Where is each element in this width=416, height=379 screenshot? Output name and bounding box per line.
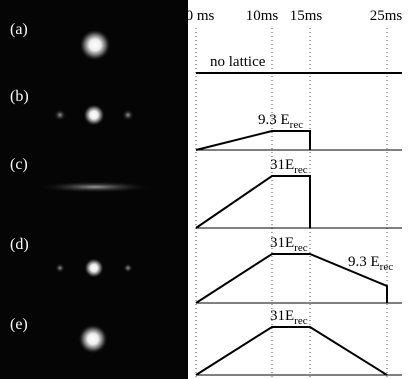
annotation-text: 31E xyxy=(270,235,294,251)
side-peak xyxy=(122,109,134,121)
atom-cloud xyxy=(83,104,105,126)
atom-cloud xyxy=(37,181,153,193)
atom-cloud xyxy=(79,29,111,61)
waveform xyxy=(196,176,310,228)
waveform xyxy=(196,131,310,150)
annotation-text: 31E xyxy=(270,308,294,324)
annotation: 31Erec xyxy=(270,157,308,176)
waveform xyxy=(196,327,387,375)
panel-label: (e) xyxy=(10,316,28,333)
annotation: no lattice xyxy=(210,54,266,70)
annotation-sub: rec xyxy=(294,242,308,254)
annotation-text: 9.3 E xyxy=(348,254,380,270)
annotation-sub: rec xyxy=(294,164,308,176)
time-label: 0 ms xyxy=(186,8,215,24)
page: (a) (b) (c) (d) (e) 0 ms 10ms 15ms 25ms … xyxy=(0,0,416,379)
panel-label: (a) xyxy=(10,21,28,38)
annotation-sub: rec xyxy=(294,315,308,327)
time-label: 25ms xyxy=(370,8,403,24)
panel-label: (b) xyxy=(10,88,29,105)
side-peak xyxy=(123,263,133,273)
annotation: 9.3 Erec xyxy=(258,112,303,131)
side-peak xyxy=(55,263,65,273)
annotation-text: 9.3 E xyxy=(258,112,290,128)
annotation: 9.3 Erec xyxy=(348,254,393,273)
time-label: 10ms xyxy=(246,8,279,24)
annotation-sub: rec xyxy=(380,261,394,273)
figure: (a) (b) (c) (d) (e) 0 ms 10ms 15ms 25ms … xyxy=(0,0,416,379)
atom-cloud xyxy=(84,258,104,278)
annotation-text: 31E xyxy=(270,157,294,173)
annotation: 31Erec xyxy=(270,235,308,254)
side-peak xyxy=(54,109,66,121)
annotation-sub: rec xyxy=(290,119,304,131)
panel-label: (c) xyxy=(10,156,28,173)
annotation: 31Erec xyxy=(270,308,308,327)
panel-label: (d) xyxy=(10,236,29,253)
time-label: 15ms xyxy=(290,8,323,24)
atom-cloud xyxy=(78,324,108,354)
